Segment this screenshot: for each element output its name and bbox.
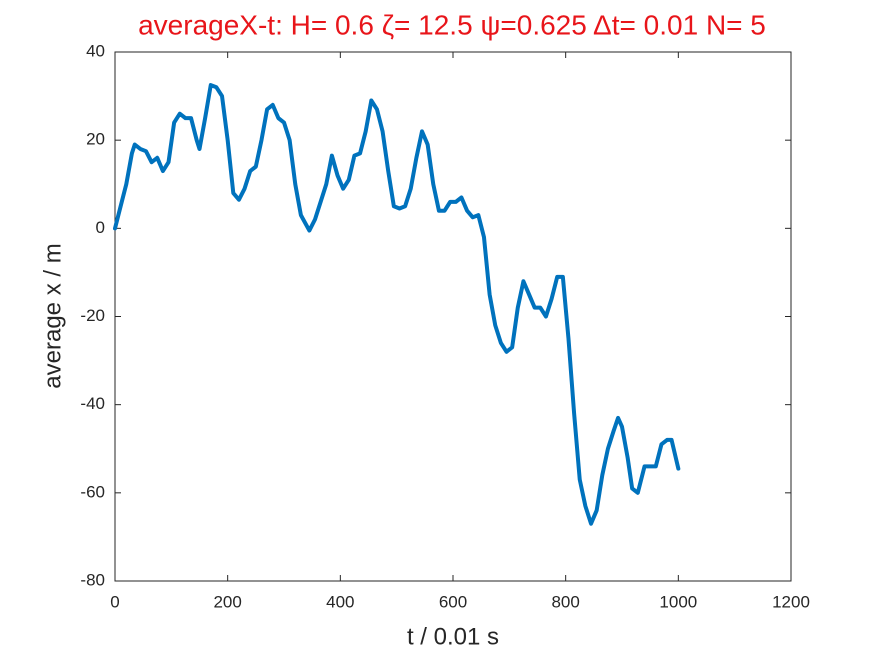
- y-tick-label: 40: [86, 41, 105, 60]
- y-tick-label: -60: [80, 482, 105, 501]
- y-tick-label: -20: [80, 306, 105, 325]
- y-tick-label: 20: [86, 130, 105, 149]
- chart-title: averageX-t: H= 0.6 ζ= 12.5 ψ=0.625 Δt= 0…: [138, 9, 766, 40]
- y-axis-label: average x / m: [39, 243, 66, 388]
- x-tick-label: 1000: [659, 592, 697, 611]
- y-tick-label: -80: [80, 570, 105, 589]
- x-tick-label: 400: [326, 592, 354, 611]
- data-line: [113, 83, 681, 526]
- x-tick-label: 0: [110, 592, 119, 611]
- y-tick-label: 0: [96, 218, 105, 237]
- x-tick-label: 800: [551, 592, 579, 611]
- plot-frame: [114, 51, 792, 582]
- x-tick-label: 200: [213, 592, 241, 611]
- y-tick-label: -40: [80, 394, 105, 413]
- x-tick-label: 1200: [772, 592, 810, 611]
- x-tick-label: 600: [439, 592, 467, 611]
- x-axis-label: t / 0.01 s: [407, 623, 499, 650]
